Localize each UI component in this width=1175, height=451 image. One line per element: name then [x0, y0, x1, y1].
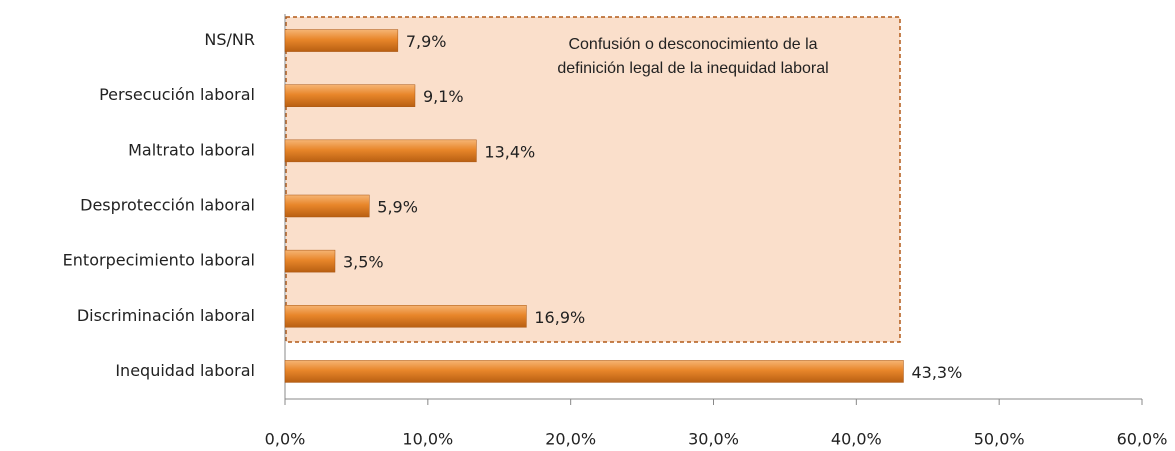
- y-tick-label: Discriminación laboral: [77, 306, 255, 325]
- x-tick-label: 0,0%: [265, 430, 306, 449]
- y-tick-label: NS/NR: [204, 30, 255, 49]
- x-tick-label: 20,0%: [545, 430, 596, 449]
- annotation: Confusión o desconocimiento de la: [568, 36, 817, 53]
- x-tick-label: 60,0%: [1117, 430, 1168, 449]
- annotation-box: [285, 16, 901, 343]
- bar: [284, 84, 416, 107]
- value-label: 9,1%: [423, 87, 464, 106]
- bar: [284, 139, 477, 163]
- x-tick-label: 30,0%: [688, 430, 739, 449]
- value-label: 43,3%: [911, 363, 962, 382]
- bar: [284, 29, 399, 52]
- x-tick-label: 40,0%: [831, 430, 882, 449]
- value-label: 5,9%: [377, 198, 418, 217]
- y-tick-label: Desprotección laboral: [80, 196, 255, 215]
- value-label: 3,5%: [343, 253, 384, 272]
- annotation: definición legal de la inequidad laboral: [557, 60, 828, 77]
- y-tick-label: Maltrato laboral: [128, 140, 255, 159]
- y-tick-label: Inequidad laboral: [115, 361, 255, 380]
- y-tick-label: Persecución laboral: [99, 85, 255, 104]
- value-label: 13,4%: [484, 142, 535, 161]
- x-tick-label: 10,0%: [402, 430, 453, 449]
- bar: [284, 360, 904, 383]
- value-label: 16,9%: [534, 308, 585, 327]
- bar: [284, 249, 336, 273]
- bar: [284, 305, 527, 328]
- y-tick-label: Entorpecimiento laboral: [63, 251, 255, 270]
- x-tick-label: 50,0%: [974, 430, 1025, 449]
- bar: [284, 194, 370, 218]
- value-label: 7,9%: [406, 32, 447, 51]
